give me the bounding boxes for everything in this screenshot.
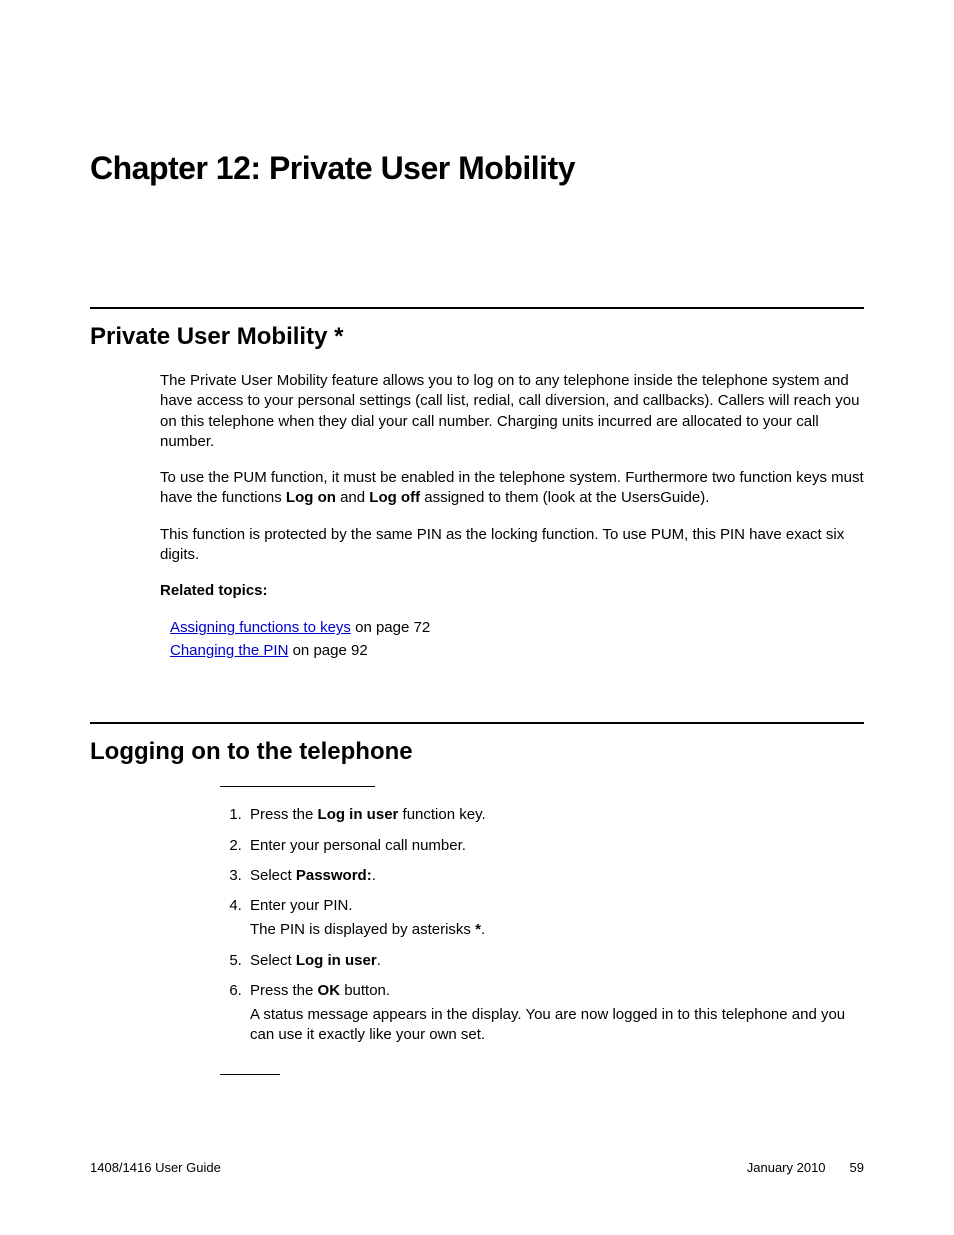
text-bold: Log on	[286, 489, 336, 506]
section-body: The Private User Mobility feature allows…	[160, 371, 864, 662]
text-run: The PIN is displayed by asterisks	[250, 921, 475, 938]
section-private-user-mobility: Private User Mobility * The Private User…	[90, 307, 864, 662]
text-run: .	[481, 921, 485, 938]
text-run: .	[372, 867, 376, 884]
footer-date: January 2010	[747, 1160, 826, 1175]
text-run: assigned to them (look at the UsersGuide…	[420, 489, 709, 506]
page-footer: 1408/1416 User Guide January 2010 59	[90, 1160, 864, 1175]
text-run: button.	[340, 982, 390, 999]
text-bold: Log in user	[318, 806, 399, 823]
step-item: Press the Log in user function key.	[246, 805, 864, 825]
step-item: Press the OK button. A status message ap…	[246, 981, 864, 1046]
step-subtext: A status message appears in the display.…	[250, 1005, 864, 1046]
document-page: Chapter 12: Private User Mobility Privat…	[0, 0, 954, 1235]
section-heading: Logging on to the telephone	[90, 738, 864, 766]
footer-page-number: 59	[850, 1160, 864, 1175]
related-topics-list: Assigning functions to keys on page 72 C…	[160, 617, 864, 662]
related-topic-item: Changing the PIN on page 92	[170, 640, 864, 663]
text-run: Select	[250, 952, 296, 969]
text-bold: Log in user	[296, 952, 377, 969]
link-changing-pin[interactable]: Changing the PIN	[170, 642, 288, 659]
text-bold: Log off	[369, 489, 420, 506]
text-run: Enter your personal call number.	[250, 837, 466, 854]
footer-right: January 2010 59	[747, 1160, 864, 1175]
text-bold: OK	[318, 982, 341, 999]
paragraph: To use the PUM function, it must be enab…	[160, 468, 864, 509]
link-assigning-functions[interactable]: Assigning functions to keys	[170, 619, 351, 636]
step-item: Select Password:.	[246, 866, 864, 886]
footer-guide-name: 1408/1416 User Guide	[90, 1160, 221, 1175]
section-logging-on: Logging on to the telephone Press the Lo…	[90, 722, 864, 1074]
divider	[220, 786, 375, 787]
text-run: Press the	[250, 806, 318, 823]
text-run: Select	[250, 867, 296, 884]
paragraph: This function is protected by the same P…	[160, 525, 864, 566]
step-item: Enter your personal call number.	[246, 836, 864, 856]
divider	[220, 1074, 280, 1075]
text-run: and	[336, 489, 369, 506]
step-subtext: The PIN is displayed by asterisks *.	[250, 920, 864, 940]
related-topics-heading: Related topics:	[160, 581, 864, 601]
text-run: A status message appears in the display.…	[250, 1006, 845, 1043]
text-run: Enter your PIN.	[250, 897, 353, 914]
text-run: on page 72	[351, 619, 430, 636]
steps-list: Press the Log in user function key. Ente…	[220, 805, 864, 1045]
related-topic-item: Assigning functions to keys on page 72	[170, 617, 864, 640]
section-heading: Private User Mobility *	[90, 323, 864, 351]
text-run: .	[377, 952, 381, 969]
step-item: Enter your PIN. The PIN is displayed by …	[246, 896, 864, 941]
text-bold: Password:	[296, 867, 372, 884]
text-run: Press the	[250, 982, 318, 999]
text-run: function key.	[398, 806, 485, 823]
chapter-title: Chapter 12: Private User Mobility	[90, 150, 864, 187]
paragraph: The Private User Mobility feature allows…	[160, 371, 864, 452]
step-item: Select Log in user.	[246, 951, 864, 971]
text-run: on page 92	[288, 642, 367, 659]
